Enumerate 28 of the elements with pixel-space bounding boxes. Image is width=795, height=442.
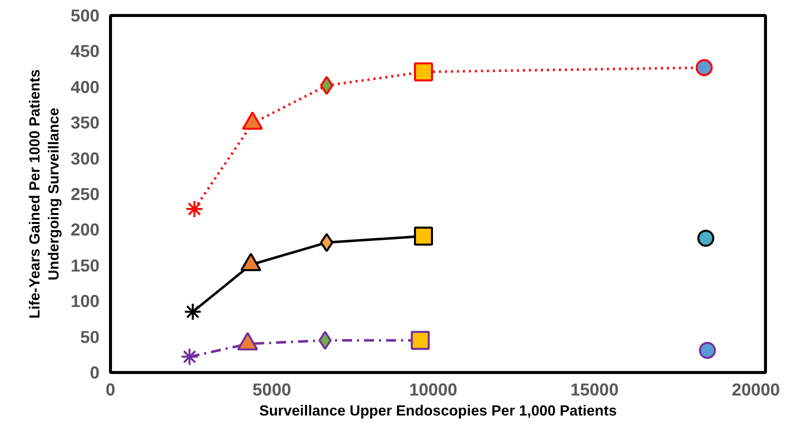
- x-tick-label: 20000: [732, 380, 780, 400]
- y-tick-label: 350: [70, 112, 100, 133]
- x-tick-label: 5000: [252, 380, 292, 400]
- point: [414, 226, 433, 246]
- y-tick-label: 450: [70, 41, 100, 62]
- x-tick-label: 15000: [570, 380, 619, 400]
- x-axis-title: Surveillance Upper Endoscopies Per 1,000 Patients: [259, 404, 617, 420]
- x-tick-label: 0: [106, 380, 116, 400]
- point: [180, 348, 199, 366]
- y-axis-title: Life-Years Gained Per 1000 Patients Undergoing Surveillance: [27, 69, 63, 319]
- point: [698, 342, 716, 359]
- y-tick-label: 50: [80, 326, 100, 347]
- y-tick-label: 500: [70, 6, 100, 26]
- point: [318, 330, 332, 350]
- point: [414, 62, 433, 82]
- y-tick-label: 400: [70, 76, 100, 97]
- point: [185, 200, 204, 218]
- y-tick-label: 100: [70, 291, 100, 312]
- point: [697, 230, 714, 247]
- x-tick-label: 10000: [409, 380, 458, 400]
- point: [696, 59, 713, 76]
- point: [184, 302, 202, 321]
- y-tick-label: 200: [70, 220, 100, 240]
- point: [410, 330, 430, 350]
- y-tick-label: 300: [70, 148, 100, 168]
- y-tick-label: 150: [70, 255, 100, 276]
- y-tick-label: 250: [70, 184, 100, 204]
- y-tick-label: 0: [90, 362, 100, 382]
